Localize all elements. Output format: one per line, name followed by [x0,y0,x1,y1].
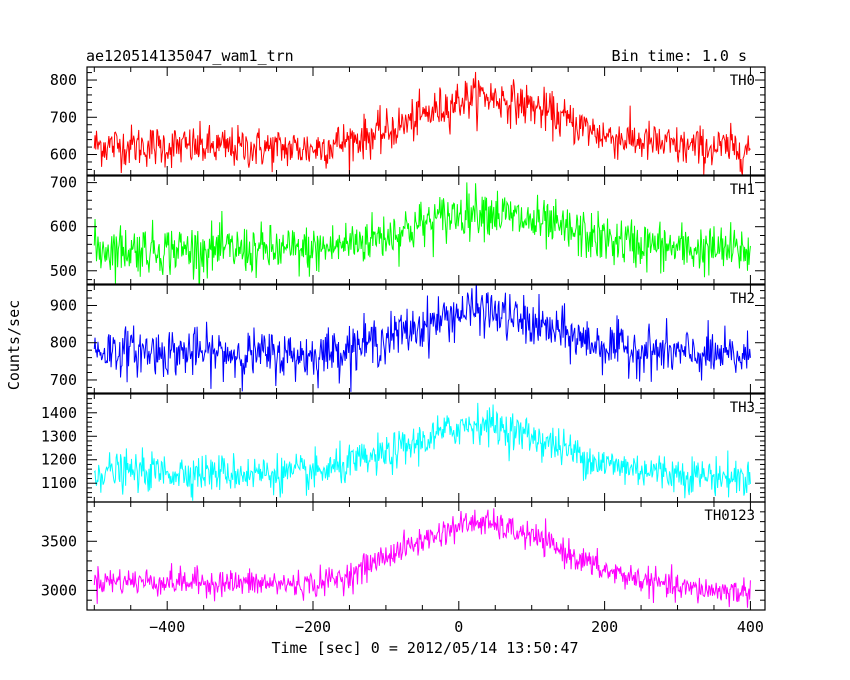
y-tick-label: 500 [50,262,77,280]
y-tick-label: 800 [50,334,77,352]
y-tick-label: 900 [50,296,77,314]
x-tick-label: 400 [737,618,764,636]
y-tick-label: 3000 [41,581,77,599]
x-tick-label: 0 [454,618,463,636]
x-tick-label: −200 [295,618,331,636]
x-tick-label: −400 [149,618,185,636]
series-label-th2: TH2 [730,291,755,307]
y-tick-label: 800 [50,71,77,89]
panel-frame-th0 [86,66,766,176]
series-line-th0 [93,71,751,175]
y-tick-label: 700 [50,371,77,389]
series-line-th1 [93,182,751,284]
y-axis-title: Counts/sec [5,300,23,390]
panel-frame-th1 [86,175,766,285]
y-tick-label: 1100 [41,474,77,492]
x-axis-title: Time [sec] 0 = 2012/05/14 13:50:47 [271,639,578,657]
panel-frame-th2 [86,284,766,394]
panels-group: 600 700 800 TH0 500 600 700 TH1 700 800 900 TH2 1100… [41,66,766,636]
y-tick-label: 600 [50,146,77,164]
header-bin-time: Bin time: 1.0 s [612,47,747,65]
series-label-th0123: TH0123 [704,508,755,524]
y-tick-label: 700 [50,108,77,126]
series-label-th1: TH1 [730,182,755,198]
series-line-th3 [93,402,751,501]
y-tick-label: 3500 [41,532,77,550]
x-tick-label: 200 [591,618,618,636]
y-tick-label: 1400 [41,404,77,422]
header-title: ae120514135047_wam1_trn [86,47,294,65]
y-tick-label: 1200 [41,451,77,469]
series-label-th0: TH0 [730,73,755,89]
y-tick-label: 700 [50,174,77,192]
y-tick-label: 1300 [41,427,77,445]
panel-frame-th0123 [86,501,766,611]
y-tick-label: 600 [50,218,77,236]
series-label-th3: TH3 [730,400,755,416]
series-line-th2 [93,285,751,392]
series-line-th0123 [93,508,751,608]
